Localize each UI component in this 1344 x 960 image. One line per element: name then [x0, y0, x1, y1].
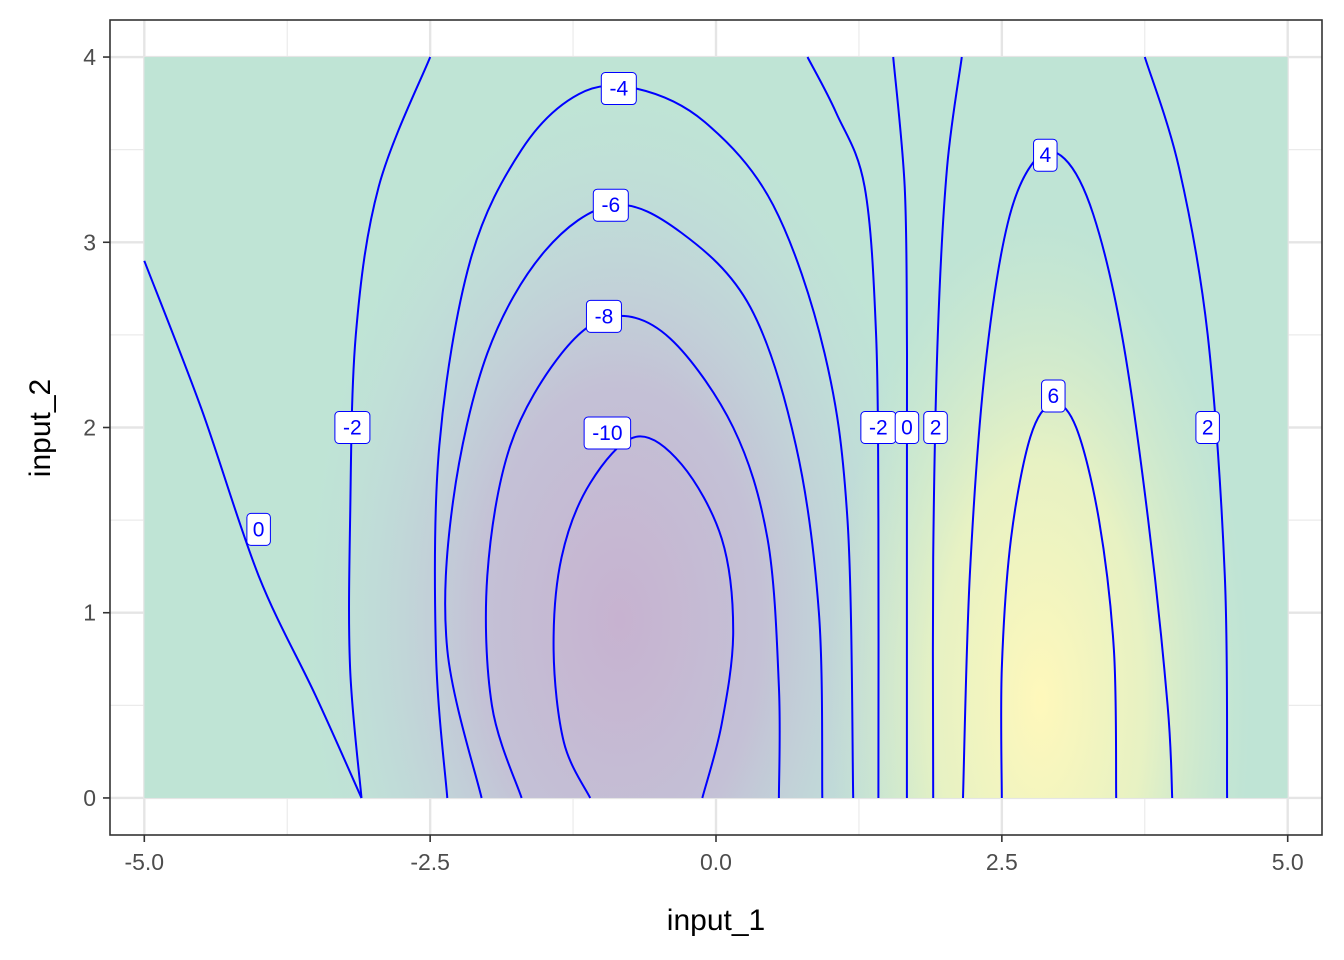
contour-label-box: [1041, 379, 1066, 413]
contour-label-box: [585, 299, 622, 333]
contour-label-box: [923, 411, 948, 444]
contour-line-0: [892, 56, 909, 798]
contour-label: -2: [334, 411, 371, 444]
contour-label-text: 2: [930, 417, 942, 440]
contour-label-text: -10: [592, 422, 622, 445]
contour-line-4: [962, 150, 1174, 799]
contour-line-2: [931, 56, 963, 799]
contour-label-box: [592, 188, 629, 222]
contour-label: -6: [592, 188, 629, 222]
contour-label-text: 0: [901, 417, 913, 440]
contour-label-box: [600, 72, 637, 106]
contour-label-text: 4: [1039, 144, 1051, 167]
y-tick-label: 3: [83, 229, 96, 255]
contour-label-box: [246, 512, 271, 546]
contour-label: 0: [894, 411, 920, 444]
contour-label-text: -2: [343, 417, 362, 440]
contour-line-2: [1143, 56, 1229, 799]
contour-label-box: [894, 411, 920, 444]
contour-label: 0: [246, 512, 271, 546]
contour-label-text: 0: [253, 518, 265, 541]
x-axis: -5.0 -2.5 0.0 2.5 5.0: [124, 835, 1304, 875]
y-axis-title: input_2: [24, 379, 57, 477]
contour-label: 2: [923, 411, 948, 444]
y-tick-label: 4: [83, 44, 96, 70]
contour-label: 4: [1033, 138, 1058, 172]
y-axis: 0 1 2 3 4: [83, 44, 110, 811]
contour-label: -2: [860, 411, 897, 444]
x-tick-label: 5.0: [1272, 849, 1304, 875]
x-axis-title: input_1: [667, 904, 765, 937]
contour-label-box: [1033, 138, 1058, 172]
contour-line-neg10: [552, 435, 735, 799]
contour-label: -8: [585, 299, 622, 333]
contour-label: -4: [600, 72, 637, 106]
contour-label: 2: [1195, 411, 1220, 444]
contour-label-text: -2: [869, 417, 888, 440]
y-tick-label: 1: [83, 600, 96, 626]
y-tick-label: 2: [83, 415, 96, 441]
x-tick-label: 0.0: [700, 849, 732, 875]
contour-label-box: [583, 416, 632, 450]
contour-label-text: -8: [595, 305, 614, 328]
x-tick-label: -2.5: [410, 849, 450, 875]
contour-label-text: 2: [1202, 417, 1214, 440]
contour-label-box: [1195, 411, 1220, 444]
contour-line-0: [143, 260, 363, 799]
x-tick-label: -5.0: [124, 849, 164, 875]
y-tick-label: 0: [83, 785, 96, 811]
contour-label-box: [334, 411, 371, 444]
contour-label: 6: [1041, 379, 1066, 413]
contour-line-neg2: [806, 56, 880, 799]
contour-label: -10: [583, 416, 632, 450]
contour-labels: -10-8-6-4-2 -200 2 246: [246, 72, 1220, 546]
contour-label-text: -4: [609, 78, 628, 101]
contour-label-text: -6: [601, 194, 620, 217]
x-tick-label: 2.5: [986, 849, 1018, 875]
contour-label-text: 6: [1047, 385, 1059, 408]
